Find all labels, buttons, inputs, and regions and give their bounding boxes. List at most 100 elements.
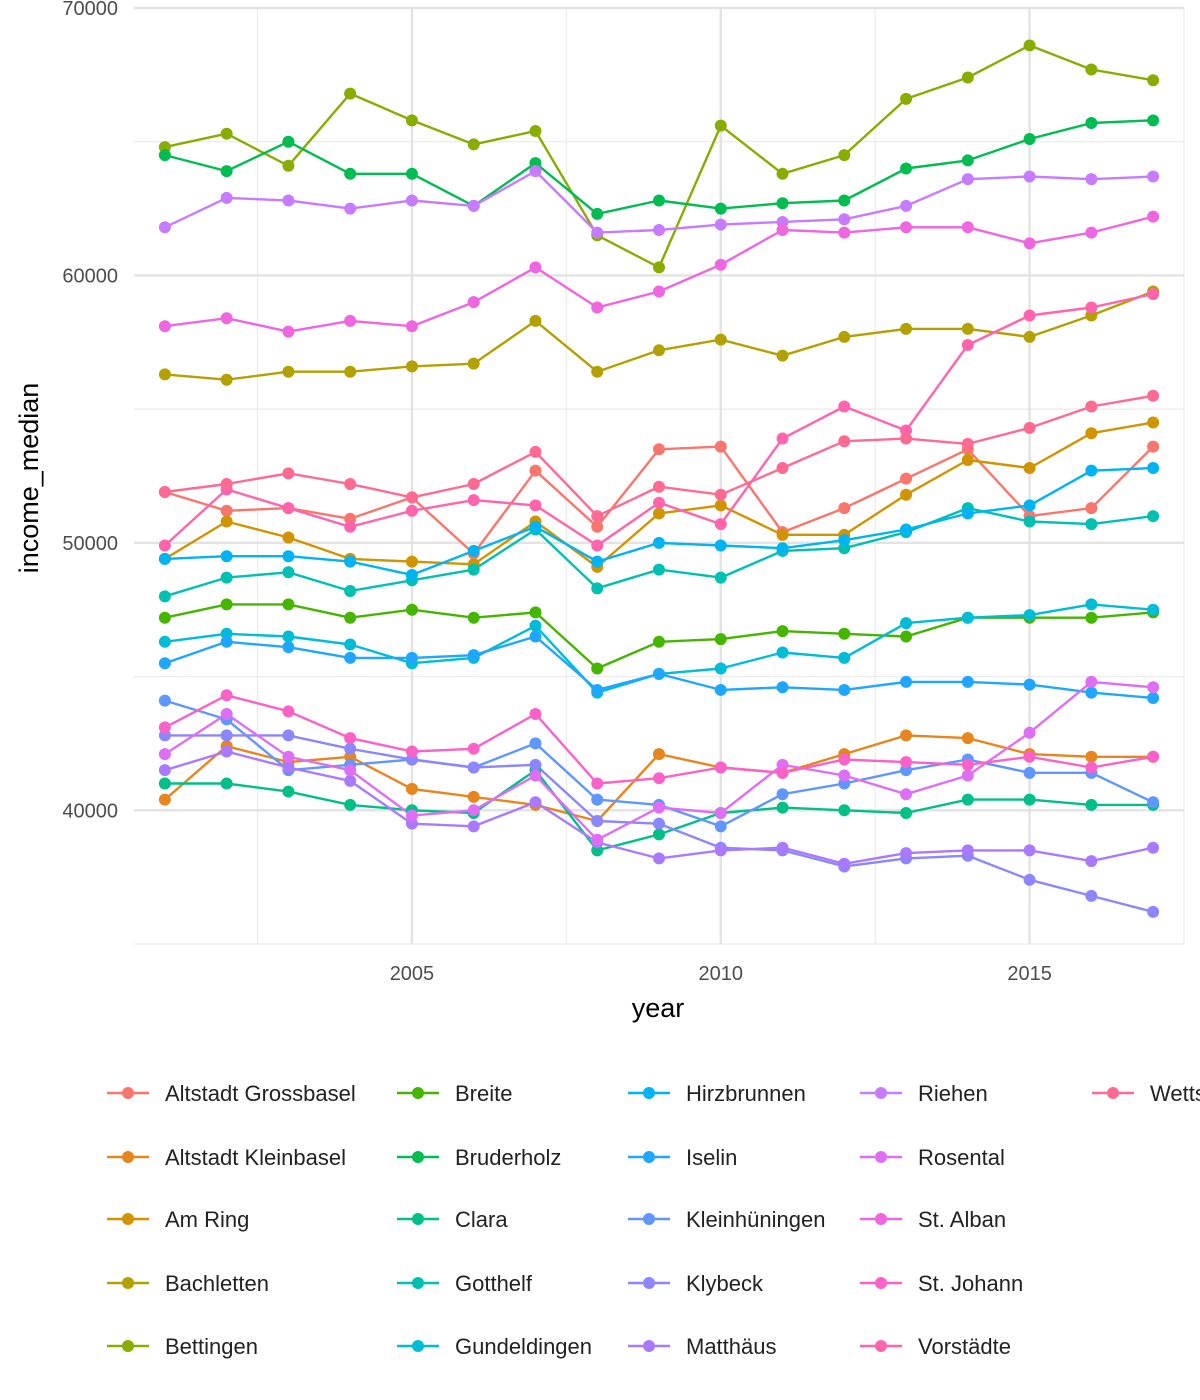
legend-key-point [122,1213,134,1225]
data-point [282,135,295,148]
data-point [1147,440,1160,453]
data-point [158,368,171,381]
data-point [961,322,974,335]
legend-key-point [122,1277,134,1289]
data-point [714,488,727,501]
data-point [282,467,295,480]
data-point [467,761,480,774]
data-point [158,748,171,761]
data-point [282,705,295,718]
data-point [1085,464,1098,477]
data-point [838,627,851,640]
data-point [1023,309,1036,322]
data-point [900,788,913,801]
data-point [1147,114,1160,127]
data-point [961,793,974,806]
legend-label: Am Ring [165,1207,249,1232]
data-point [529,314,542,327]
data-point [653,261,665,274]
legend-key-point [1107,1087,1119,1099]
legend-label: Gundeldingen [455,1334,592,1359]
data-point [158,539,171,552]
data-point [591,207,604,220]
data-point [467,478,480,491]
data-point [344,611,357,624]
data-point [1023,133,1036,146]
data-point [1023,330,1036,343]
data-point [220,689,233,702]
data-point [900,523,913,536]
data-point [900,729,913,742]
data-point [1147,796,1160,809]
legend-label: Wettstein [1150,1081,1200,1106]
data-point [467,199,480,212]
data-point [714,633,727,646]
data-point [653,507,665,520]
data-point [961,611,974,624]
data-point [529,619,542,632]
data-point [158,764,171,777]
data-point [344,478,357,491]
data-point [1147,681,1160,694]
legend-key-point [875,1087,887,1099]
data-point [158,777,171,790]
data-point [653,801,665,814]
data-point [344,314,357,327]
data-point [900,675,913,688]
data-point [158,694,171,707]
legend-key-point [875,1277,887,1289]
data-point [838,435,851,448]
data-point [1023,39,1036,52]
x-tick-label: 2010 [699,963,744,985]
y-tick-label: 70000 [62,0,118,20]
data-point [1085,226,1098,239]
data-point [591,555,604,568]
data-point [961,844,974,857]
data-point [220,478,233,491]
data-point [220,729,233,742]
data-point [405,504,418,517]
data-point [653,536,665,549]
data-point [591,301,604,314]
series-points [158,39,1160,918]
data-point [529,708,542,721]
data-point [344,774,357,787]
data-point [591,520,604,533]
data-point [776,349,789,362]
legend-key-point [412,1277,424,1289]
legend-key-point [875,1213,887,1225]
data-point [776,542,789,555]
data-point [714,218,727,231]
data-point [405,360,418,373]
data-point [961,221,974,234]
data-point [1023,421,1036,434]
y-tick-label: 40000 [62,800,118,822]
data-point [714,662,727,675]
data-point [467,804,480,817]
data-point [838,226,851,239]
data-point [1085,611,1098,624]
data-point [591,814,604,827]
legend-key-point [643,1087,655,1099]
data-point [776,432,789,445]
data-point [282,761,295,774]
data-point [405,320,418,333]
data-point [344,651,357,664]
x-tick-label: 2015 [1007,963,1052,985]
legend-label: Hirzbrunnen [686,1081,806,1106]
legend-label: Altstadt Kleinbasel [165,1145,346,1170]
data-point [653,852,665,865]
data-point [220,745,233,758]
data-point [961,453,974,466]
data-point [529,125,542,138]
data-point [838,149,851,162]
data-point [1147,416,1160,429]
data-point [1147,905,1160,918]
data-point [1147,288,1160,301]
data-point [714,440,727,453]
data-point [220,777,233,790]
data-point [1085,855,1098,868]
data-point [467,611,480,624]
data-point [282,750,295,763]
data-point [591,662,604,675]
